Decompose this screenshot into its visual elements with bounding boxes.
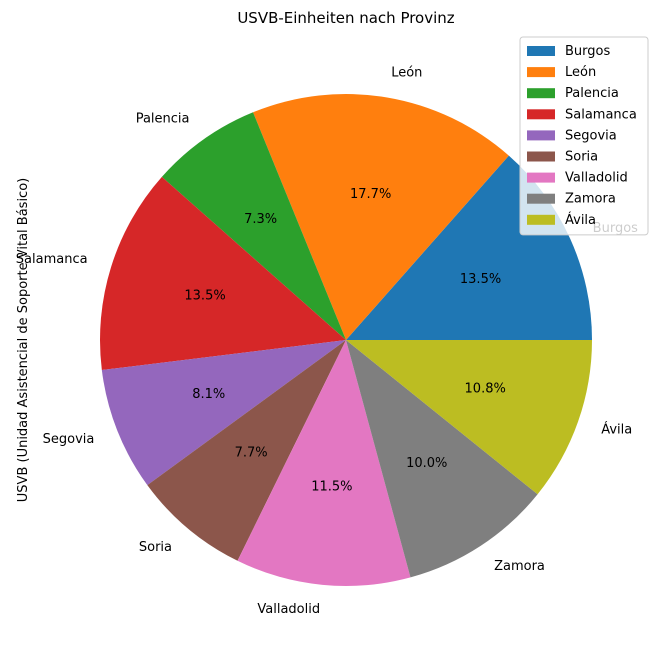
slice-label-avila: Ávila — [601, 421, 632, 437]
legend-label-avila: Ávila — [565, 212, 596, 228]
legend-label-salamanca: Salamanca — [565, 107, 637, 122]
legend-label-segovia: Segovia — [565, 128, 617, 143]
legend-item-segovia: Segovia — [527, 128, 617, 143]
legend-label-soria: Soria — [565, 150, 598, 165]
legend-swatch-valladolid — [527, 172, 555, 183]
pie-slice-leon — [253, 94, 509, 341]
legend-swatch-avila — [527, 214, 555, 225]
legend-label-palencia: Palencia — [565, 86, 619, 101]
legend-swatch-leon — [527, 67, 555, 78]
slices-layer — [100, 94, 592, 586]
legend-label-zamora: Zamora — [565, 192, 616, 207]
pct-labels-layer: 13.5% 17.7% 7.3% 13.5% 8.1% 7.7% 11.5% 10.0% 10.… — [184, 187, 505, 494]
legend-item-palencia: Palencia — [527, 86, 619, 101]
legend-item-leon: León — [527, 65, 596, 80]
slice-percent-salamanca: 13.5% — [184, 289, 225, 304]
y-axis-label: USVB (Unidad Asistencial de Soporte Vita… — [16, 178, 31, 502]
pie-slice-salamanca — [100, 176, 347, 371]
legend-item-avila: Ávila — [527, 212, 596, 228]
pie-slice-valladolid — [237, 340, 411, 586]
slice-percent-burgos: 13.5% — [460, 272, 501, 287]
legend-label-valladolid: Valladolid — [565, 171, 628, 186]
legend-swatch-palencia — [527, 88, 555, 99]
legend-box — [519, 36, 649, 236]
pie-slice-segovia — [101, 340, 346, 486]
slice-percent-avila: 10.8% — [465, 382, 506, 397]
legend: Burgos León Palencia Salamanca Segovia Soria V… — [519, 36, 649, 236]
pie-slice-palencia — [161, 112, 346, 341]
legend-item-valladolid: Valladolid — [527, 171, 628, 186]
pie-slice-soria — [147, 340, 346, 561]
slice-percent-segovia: 8.1% — [192, 387, 225, 402]
legend-swatch-soria — [527, 151, 555, 162]
legend-item-burgos: Burgos — [527, 44, 610, 59]
slice-label-palencia: Palencia — [136, 112, 190, 127]
legend-item-zamora: Zamora — [527, 192, 616, 207]
slice-label-valladolid: Valladolid — [257, 602, 320, 617]
slice-percent-leon: 17.7% — [350, 187, 391, 202]
slice-percent-palencia: 7.3% — [244, 212, 277, 227]
legend-swatch-burgos — [527, 46, 555, 56]
slice-label-leon: León — [391, 66, 422, 81]
slice-label-segovia: Segovia — [43, 432, 95, 447]
pie-slice-avila — [346, 340, 592, 495]
chart-title: USVB-Einheiten nach Provinz — [237, 9, 454, 27]
slice-label-salamanca: Salamanca — [16, 252, 88, 267]
legend-item-salamanca: Salamanca — [527, 107, 637, 122]
slice-label-soria: Soria — [139, 540, 172, 555]
legend-label-leon: León — [565, 65, 596, 80]
legend-swatch-segovia — [527, 130, 555, 141]
legend-item-soria: Soria — [527, 150, 598, 165]
legend-swatch-salamanca — [527, 109, 555, 120]
slice-percent-zamora: 10.0% — [406, 456, 447, 471]
pie-slice-zamora — [346, 340, 538, 578]
slice-percent-valladolid: 11.5% — [311, 479, 352, 494]
legend-swatch-zamora — [527, 193, 555, 204]
slice-percent-soria: 7.7% — [235, 446, 268, 461]
slice-label-zamora: Zamora — [494, 559, 545, 574]
legend-label-burgos: Burgos — [565, 44, 610, 59]
